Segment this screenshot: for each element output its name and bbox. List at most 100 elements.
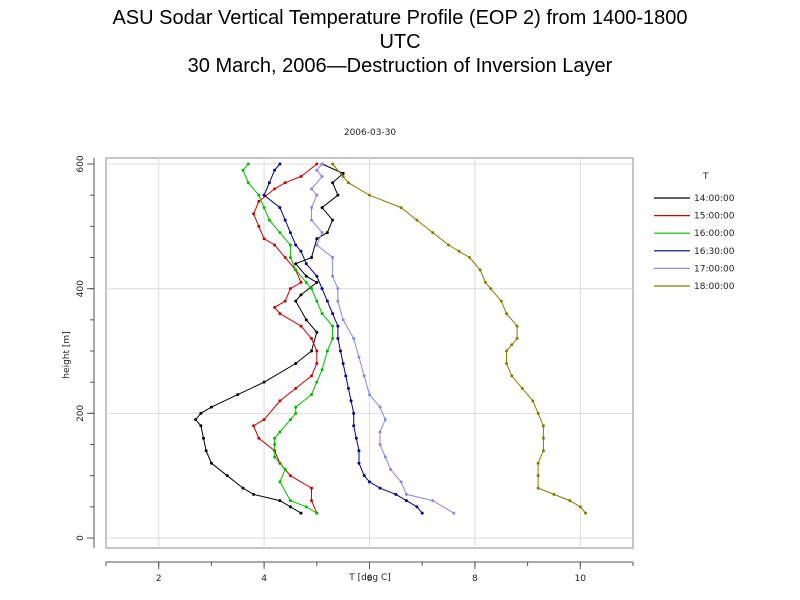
data-point xyxy=(331,181,335,185)
data-point xyxy=(336,299,340,303)
data-point xyxy=(536,474,540,478)
data-point xyxy=(246,181,250,185)
data-point xyxy=(241,486,245,490)
data-point xyxy=(315,361,319,365)
data-point xyxy=(304,280,308,284)
data-point xyxy=(310,206,314,210)
data-point xyxy=(288,418,292,422)
series-line xyxy=(332,163,586,514)
legend-entry: 16:30:00 xyxy=(694,247,735,257)
data-point xyxy=(288,474,292,478)
data-point xyxy=(294,262,298,266)
x-tick-label: 4 xyxy=(261,574,267,584)
series-16:00:00 xyxy=(241,162,335,515)
data-point xyxy=(294,411,298,415)
data-point xyxy=(368,393,371,397)
data-point xyxy=(310,337,314,341)
data-point xyxy=(267,181,271,185)
data-point xyxy=(310,499,314,503)
data-point xyxy=(209,405,213,409)
data-point xyxy=(262,237,266,241)
data-point xyxy=(315,162,319,166)
data-point xyxy=(341,171,345,175)
legend: T 14:00:00 15:00:00 16:00:00 16:30:00 17:00:… xyxy=(654,172,735,292)
data-point xyxy=(336,193,340,197)
data-point xyxy=(331,312,335,316)
data-point xyxy=(315,380,319,384)
data-point xyxy=(310,218,314,222)
data-point xyxy=(499,299,503,303)
data-point xyxy=(349,399,353,403)
data-point xyxy=(315,349,319,353)
slide-title: ASU Sodar Vertical Temperature Profile (… xyxy=(0,6,800,78)
data-point xyxy=(278,312,282,316)
data-point xyxy=(378,430,382,434)
legend-entry: 14:00:00 xyxy=(694,194,735,204)
data-point xyxy=(288,231,292,235)
data-point xyxy=(283,181,287,185)
data-point xyxy=(257,199,261,203)
y-tick-label: 0 xyxy=(76,535,86,541)
data-point xyxy=(336,337,340,341)
data-point xyxy=(357,355,361,359)
data-point xyxy=(362,474,366,478)
data-point xyxy=(336,287,340,291)
data-point xyxy=(331,274,335,278)
data-point xyxy=(257,436,261,440)
data-point xyxy=(204,449,208,453)
data-point xyxy=(341,361,345,365)
slide-title-line-1: ASU Sodar Vertical Temperature Profile (… xyxy=(112,7,688,29)
series-17:00:00 xyxy=(310,162,456,515)
data-point xyxy=(578,505,582,509)
data-point xyxy=(541,424,545,428)
data-point xyxy=(536,486,540,490)
data-point xyxy=(331,162,335,166)
data-point xyxy=(541,449,545,453)
data-point xyxy=(273,455,277,459)
data-point xyxy=(344,374,348,378)
data-point xyxy=(339,349,343,353)
data-point xyxy=(505,361,509,365)
legend-entry: 15:00:00 xyxy=(694,212,735,222)
data-point xyxy=(357,461,361,465)
data-point xyxy=(315,511,319,515)
data-point xyxy=(310,486,314,490)
data-point xyxy=(310,256,314,259)
data-point xyxy=(201,436,205,440)
data-point xyxy=(278,499,282,503)
data-point xyxy=(368,480,371,484)
data-point xyxy=(278,480,282,484)
legend-entry: 16:00:00 xyxy=(694,229,735,239)
data-point xyxy=(273,436,277,440)
data-point xyxy=(310,393,314,397)
data-point xyxy=(252,492,256,496)
data-point xyxy=(283,218,287,222)
data-point xyxy=(294,299,298,303)
data-point xyxy=(415,218,419,222)
data-point xyxy=(315,299,319,303)
data-point xyxy=(331,337,335,341)
data-point xyxy=(273,168,277,172)
data-point xyxy=(354,436,358,440)
data-point xyxy=(325,299,329,303)
legend-entry: 18:00:00 xyxy=(694,282,735,292)
data-point xyxy=(404,492,408,496)
series-line xyxy=(252,163,318,514)
data-point xyxy=(315,168,319,172)
data-point xyxy=(315,274,319,278)
data-point xyxy=(288,505,292,509)
data-point xyxy=(283,299,287,303)
x-axis: 2 4 6 8 10 xyxy=(105,561,634,584)
data-point xyxy=(352,411,356,415)
data-point xyxy=(389,467,393,471)
data-point xyxy=(304,262,308,266)
data-point xyxy=(378,486,382,490)
data-point xyxy=(236,393,240,397)
data-point xyxy=(510,374,514,378)
data-point xyxy=(320,174,324,178)
data-point xyxy=(278,162,282,166)
data-point xyxy=(199,411,203,415)
slide-title-line-2: UTC xyxy=(379,31,421,53)
data-point xyxy=(341,174,345,178)
data-point xyxy=(541,436,545,440)
